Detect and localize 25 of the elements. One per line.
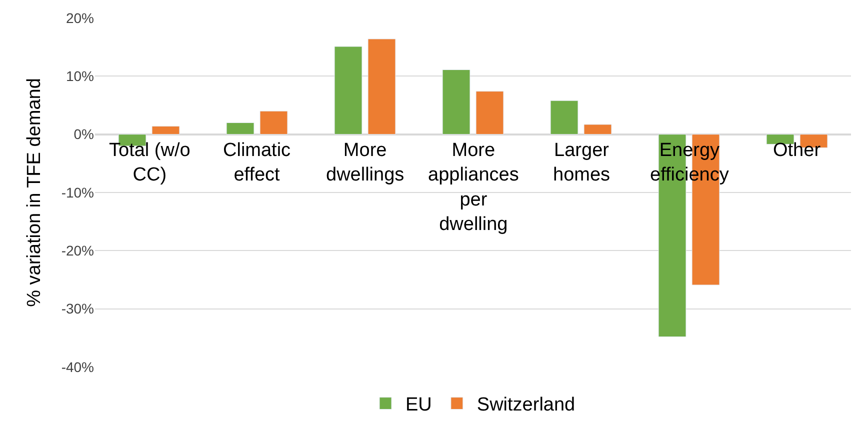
y-tick-label: -20% xyxy=(61,242,94,259)
y-tick-label: 20% xyxy=(66,10,94,26)
bar xyxy=(442,70,470,135)
x-tick-label: Total (w/o CC) xyxy=(109,140,190,186)
y-tick-label: -40% xyxy=(61,358,94,375)
bar xyxy=(368,38,396,135)
x-tick-label: Other xyxy=(773,140,822,161)
y-axis-title: % variation in TFE demand xyxy=(24,78,46,307)
x-tick-label: Climatic effect xyxy=(223,140,291,186)
legend-label: Switzerland xyxy=(476,394,576,416)
bar xyxy=(476,91,504,135)
bar xyxy=(152,126,180,135)
y-tick-label: 0% xyxy=(74,126,94,142)
bar xyxy=(550,100,578,135)
y-tick-label: -30% xyxy=(61,300,94,317)
x-tick-label: Larger homes xyxy=(553,140,610,186)
bar xyxy=(226,122,254,135)
y-tick-label: 10% xyxy=(66,68,94,84)
bar xyxy=(260,110,288,135)
x-tick-label: More appliances per dwelling xyxy=(428,140,519,236)
legend-label: EU xyxy=(406,394,432,416)
bar xyxy=(584,124,612,135)
bar xyxy=(334,46,362,135)
y-tick-label: -10% xyxy=(61,184,94,200)
x-tick-label: More dwellings xyxy=(326,140,404,186)
